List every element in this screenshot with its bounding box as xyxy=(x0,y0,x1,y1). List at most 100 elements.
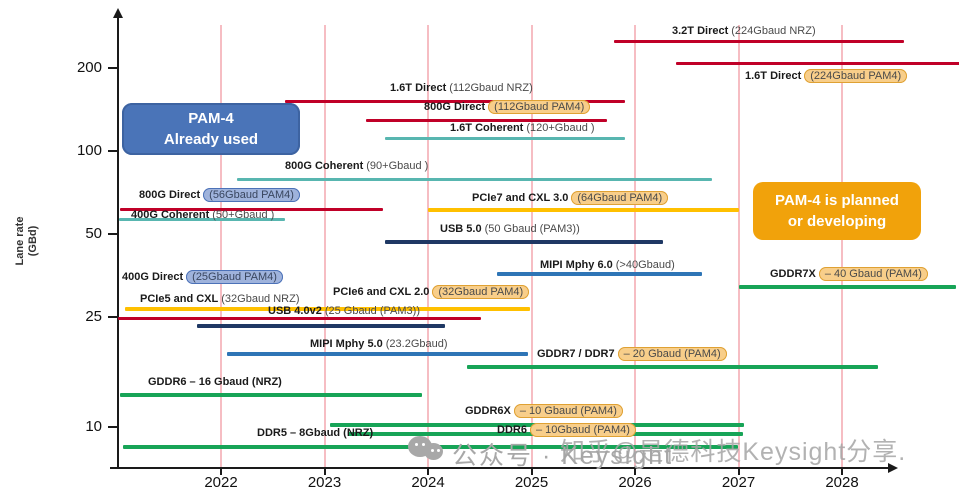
x-axis-arrow xyxy=(888,463,898,473)
timeline-line-18 xyxy=(119,393,422,398)
timeline-label-6: 800G Direct (56Gbaud PAM4) xyxy=(139,188,300,203)
timeline-label-name: GDDR7X xyxy=(770,268,816,280)
timeline-label-spec: (23.2Gbaud) xyxy=(385,338,448,350)
x-tick-label-2026: 2026 xyxy=(618,474,652,491)
timeline-line-17 xyxy=(467,364,879,369)
timeline-label-name: USB 5.0 xyxy=(440,223,482,235)
annotation-box-orange: PAM-4 is planned or developing xyxy=(753,182,921,240)
timeline-label-spec: (32Gbaud NRZ) xyxy=(221,293,300,305)
timeline-label-spec: (224Gbaud NRZ) xyxy=(731,25,816,37)
timeline-line-11 xyxy=(738,284,956,289)
timeline-line-15 xyxy=(197,323,445,328)
timeline-label-2: 1.6T Direct (112Gbaud NRZ) xyxy=(390,81,533,96)
x-tick-2022 xyxy=(220,467,222,475)
timeline-label-spec: – 20 Gbaud (PAM4) xyxy=(617,347,727,361)
timeline-label-name: 1.6T Direct xyxy=(390,82,447,94)
timeline-label-name: 1.6T Direct xyxy=(745,70,802,82)
timeline-label-name: 3.2T Direct xyxy=(672,25,729,37)
gridline-2027 xyxy=(737,25,740,468)
timeline-label-name: 800G Direct xyxy=(139,189,201,201)
y-tick-100 xyxy=(108,150,118,152)
x-tick-2026 xyxy=(634,467,636,475)
timeline-line-3 xyxy=(365,118,608,122)
timeline-label-14: 400G Direct (25Gbaud PAM4) xyxy=(122,270,283,285)
timeline-label-spec: (25 Gbaud (PAM3)) xyxy=(324,305,420,317)
timeline-line-10 xyxy=(497,272,703,276)
timeline-label-name: PCIe7 and CXL 3.0 xyxy=(472,192,569,204)
timeline-label-18: GDDR6 – 16 Gbaud (NRZ) xyxy=(148,375,282,390)
timeline-label-spec: – 40 Gbaud (PAM4) xyxy=(818,267,928,281)
y-axis-title-line1: Lane rate xyxy=(14,216,26,266)
timeline-label-20: DDR6– 10Gbaud (PAM4) xyxy=(497,423,636,438)
x-axis xyxy=(110,467,890,469)
timeline-line-13 xyxy=(333,306,531,311)
timeline-label-name: 800G Direct xyxy=(424,101,486,113)
timeline-line-9 xyxy=(384,240,663,245)
timeline-label-spec: (56Gbaud PAM4) xyxy=(203,188,300,202)
timeline-label-spec: (112Gbaud NRZ) xyxy=(449,82,533,94)
timeline-label-spec: (120+Gbaud ) xyxy=(526,122,595,134)
y-axis-arrow xyxy=(113,8,123,18)
watermark-wechat-text: 公众号 · Keysight xyxy=(452,442,674,470)
timeline-label-0: 3.2T Direct (224Gbaud NRZ) xyxy=(672,24,816,39)
annotation-text-line: PAM-4 xyxy=(188,110,234,127)
timeline-label-11: GDDR7X – 40 Gbaud (PAM4) xyxy=(770,267,928,282)
timeline-label-spec: (50+Gbaud ) xyxy=(212,209,275,221)
y-tick-label-10: 10 xyxy=(85,417,102,435)
timeline-label-12: PCIe5 and CXL (32Gbaud NRZ) xyxy=(140,292,300,307)
y-axis xyxy=(117,18,119,468)
x-tick-label-2023: 2023 xyxy=(307,474,342,491)
annotation-text-line: PAM-4 is planned xyxy=(775,192,899,209)
timeline-label-9: USB 5.0 (50 Gbaud (PAM3)) xyxy=(440,222,580,237)
timeline-label-1: 1.6T Direct (224Gbaud PAM4) xyxy=(745,69,908,84)
timeline-label-spec: (90+Gbaud ) xyxy=(366,160,429,172)
y-axis-title-line2: (GBd) xyxy=(27,225,39,257)
timeline-label-13: PCIe6 and CXL 2.0 (32Gbaud PAM4) xyxy=(333,285,530,300)
timeline-line-7 xyxy=(118,218,286,222)
timeline-label-7: 400G Coherent (50+Gbaud ) xyxy=(131,208,274,223)
timeline-label-spec: (50 Gbaud (PAM3)) xyxy=(484,223,580,235)
gridline-2024 xyxy=(427,25,429,468)
wechat-icon xyxy=(408,436,446,466)
y-tick-label-50: 50 xyxy=(85,224,102,242)
timeline-label-name: GDDR6X xyxy=(465,405,511,417)
x-tick-label-2024: 2024 xyxy=(411,474,445,491)
timeline-label-3: 800G Direct (112Gbaud PAM4) xyxy=(424,100,591,115)
timeline-label-8: PCIe7 and CXL 3.0 (64Gbaud PAM4) xyxy=(472,191,669,206)
timeline-label-name: DDR6 xyxy=(497,424,527,436)
timeline-label-15: USB 4.0v2 (25 Gbaud (PAM3)) xyxy=(268,304,420,319)
timeline-label-name: 800G Coherent xyxy=(285,160,364,172)
watermark-zhihu-text: 知乎@是德科技Keysight分享. xyxy=(560,438,907,466)
x-tick-label-2022: 2022 xyxy=(204,474,238,491)
timeline-label-spec: (32Gbaud PAM4) xyxy=(432,285,530,299)
timeline-label-name: 1.6T Coherent xyxy=(450,122,524,134)
timeline-line-12 xyxy=(124,306,334,311)
gridline-2028 xyxy=(841,25,843,468)
timeline-label-spec: (224Gbaud PAM4) xyxy=(804,69,908,83)
x-tick-label-2025: 2025 xyxy=(514,474,549,491)
timeline-label-17: GDDR7 / DDR7– 20 Gbaud (PAM4) xyxy=(537,347,727,362)
x-tick-2025 xyxy=(530,467,533,475)
x-tick-2027 xyxy=(737,467,740,475)
timeline-line-6 xyxy=(119,208,384,212)
timeline-label-name: DDR5 – 8Gbaud (NRZ) xyxy=(257,427,374,439)
timeline-label-name: USB 4.0v2 xyxy=(268,305,322,317)
timeline-label-4: 1.6T Coherent (120+Gbaud ) xyxy=(450,121,595,136)
timeline-line-5 xyxy=(236,177,712,181)
timeline-line-8 xyxy=(428,208,739,213)
timeline-label-spec: (64Gbaud PAM4) xyxy=(571,191,669,205)
timeline-line-2 xyxy=(285,100,625,104)
timeline-line-16 xyxy=(227,351,529,356)
y-tick-label-100: 100 xyxy=(76,142,102,159)
timeline-label-name: MIPI Mphy 5.0 xyxy=(310,338,383,350)
y-tick-label-200: 200 xyxy=(76,59,102,76)
y-tick-50 xyxy=(108,232,118,235)
x-tick-2028 xyxy=(841,467,843,475)
timeline-label-spec: – 10Gbaud (PAM4) xyxy=(529,423,636,437)
timeline-label-name: MIPI Mphy 6.0 xyxy=(540,259,613,271)
timeline-label-name: 400G Coherent xyxy=(131,209,210,221)
timeline-label-10: MIPI Mphy 6.0 (>40Gbaud) xyxy=(540,258,675,273)
y-axis-title: Lane rate (GBd) xyxy=(14,186,40,296)
annotation-text-line: Already used xyxy=(163,131,259,148)
